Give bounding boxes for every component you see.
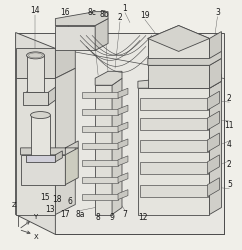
Polygon shape: [15, 48, 55, 78]
Polygon shape: [207, 111, 219, 130]
Polygon shape: [140, 140, 207, 152]
Polygon shape: [15, 32, 55, 234]
Text: 2: 2: [227, 160, 232, 169]
Polygon shape: [15, 32, 224, 78]
Polygon shape: [55, 38, 75, 78]
Polygon shape: [82, 177, 118, 183]
Text: 15: 15: [41, 193, 50, 202]
Polygon shape: [82, 194, 118, 200]
Polygon shape: [140, 98, 207, 110]
Polygon shape: [207, 91, 219, 110]
Polygon shape: [23, 92, 48, 105]
Text: Y: Y: [33, 214, 38, 220]
Polygon shape: [55, 26, 95, 50]
Polygon shape: [210, 81, 221, 214]
Text: 5: 5: [227, 180, 232, 189]
Polygon shape: [95, 71, 122, 85]
Polygon shape: [148, 52, 221, 65]
Polygon shape: [207, 155, 219, 174]
Polygon shape: [118, 156, 128, 166]
Polygon shape: [210, 58, 221, 88]
Text: 6: 6: [68, 197, 73, 206]
Polygon shape: [138, 88, 210, 214]
Polygon shape: [140, 162, 207, 174]
Text: 18: 18: [53, 195, 62, 204]
Polygon shape: [118, 190, 128, 200]
Polygon shape: [118, 122, 128, 132]
Text: 2: 2: [227, 94, 232, 103]
Text: 1: 1: [123, 4, 127, 13]
Polygon shape: [55, 12, 108, 26]
Polygon shape: [30, 115, 50, 158]
Polygon shape: [207, 133, 219, 152]
Polygon shape: [207, 178, 219, 197]
Text: 19: 19: [140, 11, 150, 20]
Polygon shape: [148, 26, 210, 52]
Polygon shape: [118, 105, 128, 115]
Text: 7: 7: [122, 210, 128, 219]
Polygon shape: [138, 74, 221, 88]
Ellipse shape: [30, 112, 50, 118]
Text: 3: 3: [215, 8, 220, 17]
Polygon shape: [118, 173, 128, 183]
Text: 9: 9: [110, 213, 114, 222]
Text: 8b: 8b: [99, 10, 109, 19]
Text: 13: 13: [45, 205, 55, 214]
Polygon shape: [55, 151, 62, 162]
Polygon shape: [148, 38, 210, 58]
Text: 8a: 8a: [76, 210, 85, 219]
Polygon shape: [21, 141, 78, 155]
Polygon shape: [118, 139, 128, 149]
Polygon shape: [82, 143, 118, 149]
Polygon shape: [21, 155, 65, 185]
Polygon shape: [82, 92, 118, 98]
Text: X: X: [34, 234, 39, 240]
Polygon shape: [65, 148, 78, 185]
Ellipse shape: [27, 89, 45, 96]
Polygon shape: [140, 185, 207, 196]
Polygon shape: [82, 126, 118, 132]
Polygon shape: [140, 118, 207, 130]
Polygon shape: [112, 78, 122, 214]
Text: Z: Z: [11, 202, 16, 207]
Polygon shape: [55, 48, 224, 234]
Polygon shape: [82, 109, 118, 115]
Text: 8: 8: [96, 213, 100, 222]
Polygon shape: [210, 32, 221, 58]
Polygon shape: [95, 18, 108, 50]
Polygon shape: [95, 85, 112, 214]
Polygon shape: [27, 56, 45, 92]
Text: 4: 4: [227, 140, 232, 149]
Text: 11: 11: [225, 120, 234, 130]
Polygon shape: [118, 88, 128, 98]
Polygon shape: [82, 160, 118, 166]
Text: 16: 16: [60, 8, 70, 17]
Text: 17: 17: [60, 210, 70, 219]
Text: 12: 12: [138, 213, 148, 222]
Polygon shape: [48, 87, 55, 105]
Text: 8c: 8c: [88, 8, 97, 17]
Text: 2: 2: [118, 13, 122, 22]
Polygon shape: [55, 68, 75, 214]
Polygon shape: [26, 155, 55, 162]
Polygon shape: [148, 65, 210, 88]
Text: 14: 14: [31, 6, 40, 15]
Polygon shape: [15, 78, 55, 214]
Ellipse shape: [27, 52, 45, 59]
